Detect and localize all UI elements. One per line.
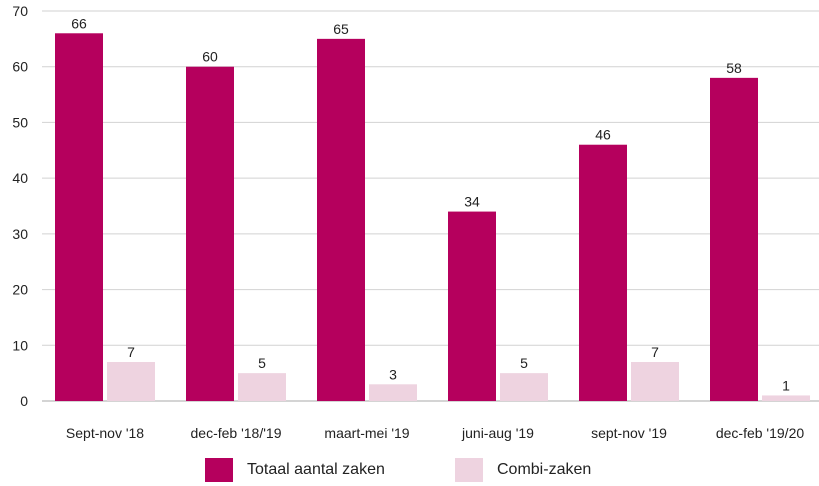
bar-chart: 0 10 20 30 40 50 60 70 66 7 Sept-nov '18 60 5 dec-feb…	[12, 3, 819, 441]
bar	[107, 362, 155, 401]
legend-swatch-combi	[455, 458, 483, 482]
legend-swatch-totaal	[205, 458, 233, 482]
legend: Totaal aantal zaken Combi-zaken	[0, 458, 819, 486]
bar	[579, 144, 627, 401]
y-tick-label: 30	[12, 226, 28, 242]
bar	[238, 373, 286, 401]
legend-label-totaal: Totaal aantal zaken	[247, 461, 385, 478]
y-tick-label: 10	[12, 337, 28, 353]
bar	[631, 362, 679, 401]
y-tick-label: 50	[12, 114, 28, 130]
data-label: 60	[202, 49, 218, 65]
x-tick-label: maart-mei '19	[324, 425, 409, 441]
bar	[710, 77, 758, 401]
bar	[55, 33, 103, 402]
data-label: 46	[595, 127, 611, 143]
data-label: 66	[71, 15, 87, 31]
data-label: 1	[782, 377, 790, 393]
bar	[500, 373, 548, 401]
data-label: 34	[464, 194, 480, 210]
legend-item-combi: Combi-zaken	[455, 458, 591, 482]
y-tick-label: 70	[12, 3, 28, 19]
x-tick-label: Sept-nov '18	[66, 425, 144, 441]
data-label: 58	[726, 60, 742, 76]
bar	[186, 66, 234, 401]
y-tick-label: 0	[20, 393, 28, 409]
bar	[448, 211, 496, 401]
legend-label-combi: Combi-zaken	[497, 461, 592, 478]
x-tick-label: juni-aug '19	[461, 425, 534, 441]
bar	[369, 384, 417, 401]
x-tick-label: dec-feb '19/20	[716, 425, 805, 441]
data-label: 65	[333, 21, 349, 37]
x-tick-label: sept-nov '19	[591, 425, 667, 441]
y-tick-label: 40	[12, 170, 28, 186]
data-label: 7	[651, 344, 659, 360]
data-label: 3	[389, 366, 397, 382]
legend-item-totaal: Totaal aantal zaken	[205, 458, 385, 482]
bar	[762, 395, 810, 401]
y-tick-label: 20	[12, 282, 28, 298]
x-tick-label: dec-feb '18/'19	[191, 425, 282, 441]
bar	[317, 38, 365, 401]
data-label: 7	[127, 344, 135, 360]
data-label: 5	[258, 355, 266, 371]
y-tick-label: 60	[12, 59, 28, 75]
data-label: 5	[520, 355, 528, 371]
